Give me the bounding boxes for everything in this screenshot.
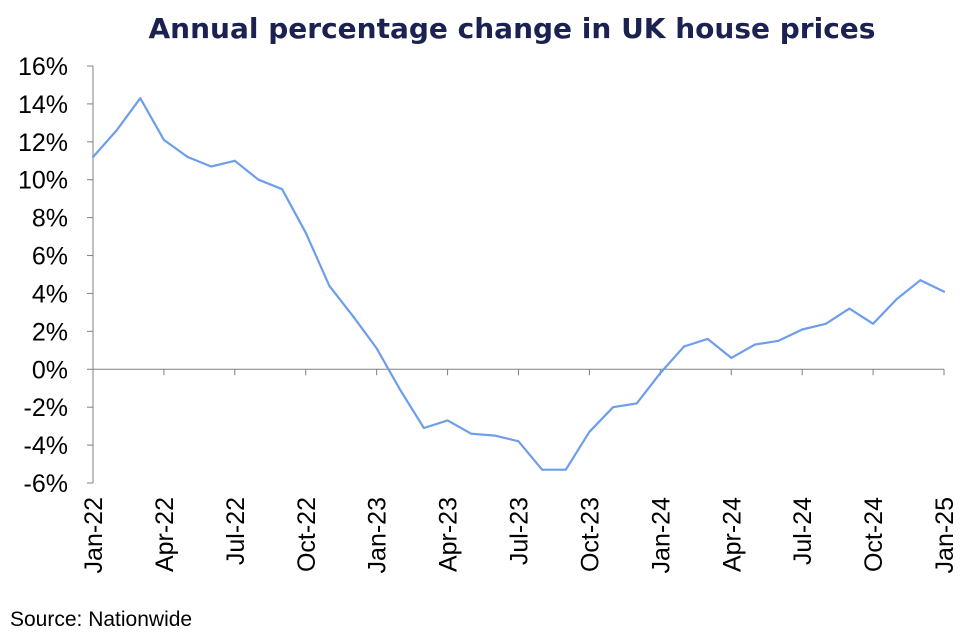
data-point [872, 323, 874, 325]
data-point [612, 406, 614, 408]
data-point [281, 188, 283, 190]
data-point [116, 129, 118, 131]
data-point [825, 323, 827, 325]
data-point [139, 97, 141, 99]
x-tick-label: Apr-22 [151, 497, 179, 572]
y-tick-label: 14% [18, 91, 68, 119]
data-point [919, 279, 921, 281]
y-tick-label: 2% [32, 318, 68, 346]
data-point [730, 357, 732, 359]
y-tick-label: -4% [24, 432, 68, 460]
data-point [636, 402, 638, 404]
data-point [778, 340, 780, 342]
x-tick-label: Oct-23 [576, 497, 604, 572]
data-point [801, 328, 803, 330]
data-point [447, 419, 449, 421]
x-tick-label: Jan-22 [80, 497, 108, 573]
data-point [848, 308, 850, 310]
x-tick-label: Jan-23 [364, 497, 392, 573]
y-tick-label: 0% [32, 356, 68, 384]
data-point [943, 291, 945, 293]
y-tick-label: 16% [18, 53, 68, 81]
x-tick-label: Jul-24 [789, 497, 817, 565]
y-tick-label: 10% [18, 167, 68, 195]
data-point [163, 139, 165, 141]
data-point [494, 435, 496, 437]
data-point [234, 160, 236, 162]
y-tick-label: 4% [32, 280, 68, 308]
data-point [328, 285, 330, 287]
x-tick-label: Oct-22 [293, 497, 321, 572]
y-tick-label: -6% [24, 470, 68, 498]
x-tick-label: Apr-23 [435, 497, 463, 572]
y-tick-label: 8% [32, 205, 68, 233]
series-layer [92, 97, 945, 471]
y-tick-label: 12% [18, 129, 68, 157]
y-tick-label: -2% [24, 394, 68, 422]
data-point [305, 232, 307, 234]
data-point [187, 156, 189, 158]
data-point [588, 431, 590, 433]
data-point [257, 179, 259, 181]
data-point [470, 433, 472, 435]
x-tick-label: Jul-22 [222, 497, 250, 565]
data-point [754, 344, 756, 346]
source-note: Source: Nationwide [10, 608, 192, 632]
x-axis: Jan-22 Apr-22 Jul-22 Oct-22 Jan-23 Apr-23 Jul-… [80, 369, 959, 573]
x-tick-label: Oct-24 [860, 497, 888, 572]
data-point [541, 469, 543, 471]
data-point [92, 156, 94, 158]
data-point [683, 346, 685, 348]
x-tick-label: Apr-24 [718, 497, 746, 572]
y-axis: 16% 14% 12% 10% 8% 6% 4% 2% 0% -2% -4% -6% [18, 53, 93, 498]
data-point [659, 372, 661, 374]
x-tick-label: Jan-24 [647, 497, 675, 574]
data-point [352, 315, 354, 317]
data-point [896, 298, 898, 300]
y-tick-label: 6% [32, 243, 68, 271]
data-point [707, 338, 709, 340]
data-point [518, 440, 520, 442]
data-point [565, 469, 567, 471]
data-point [399, 389, 401, 391]
x-tick-label: Jan-25 [931, 497, 959, 573]
series-line [93, 98, 944, 470]
data-point [376, 347, 378, 349]
x-tick-label: Jul-23 [506, 497, 534, 565]
data-point [423, 427, 425, 429]
data-point [210, 165, 212, 167]
line-chart: 16% 14% 12% 10% 8% 6% 4% 2% 0% -2% -4% -6% Jan-22 Ap… [0, 0, 974, 636]
